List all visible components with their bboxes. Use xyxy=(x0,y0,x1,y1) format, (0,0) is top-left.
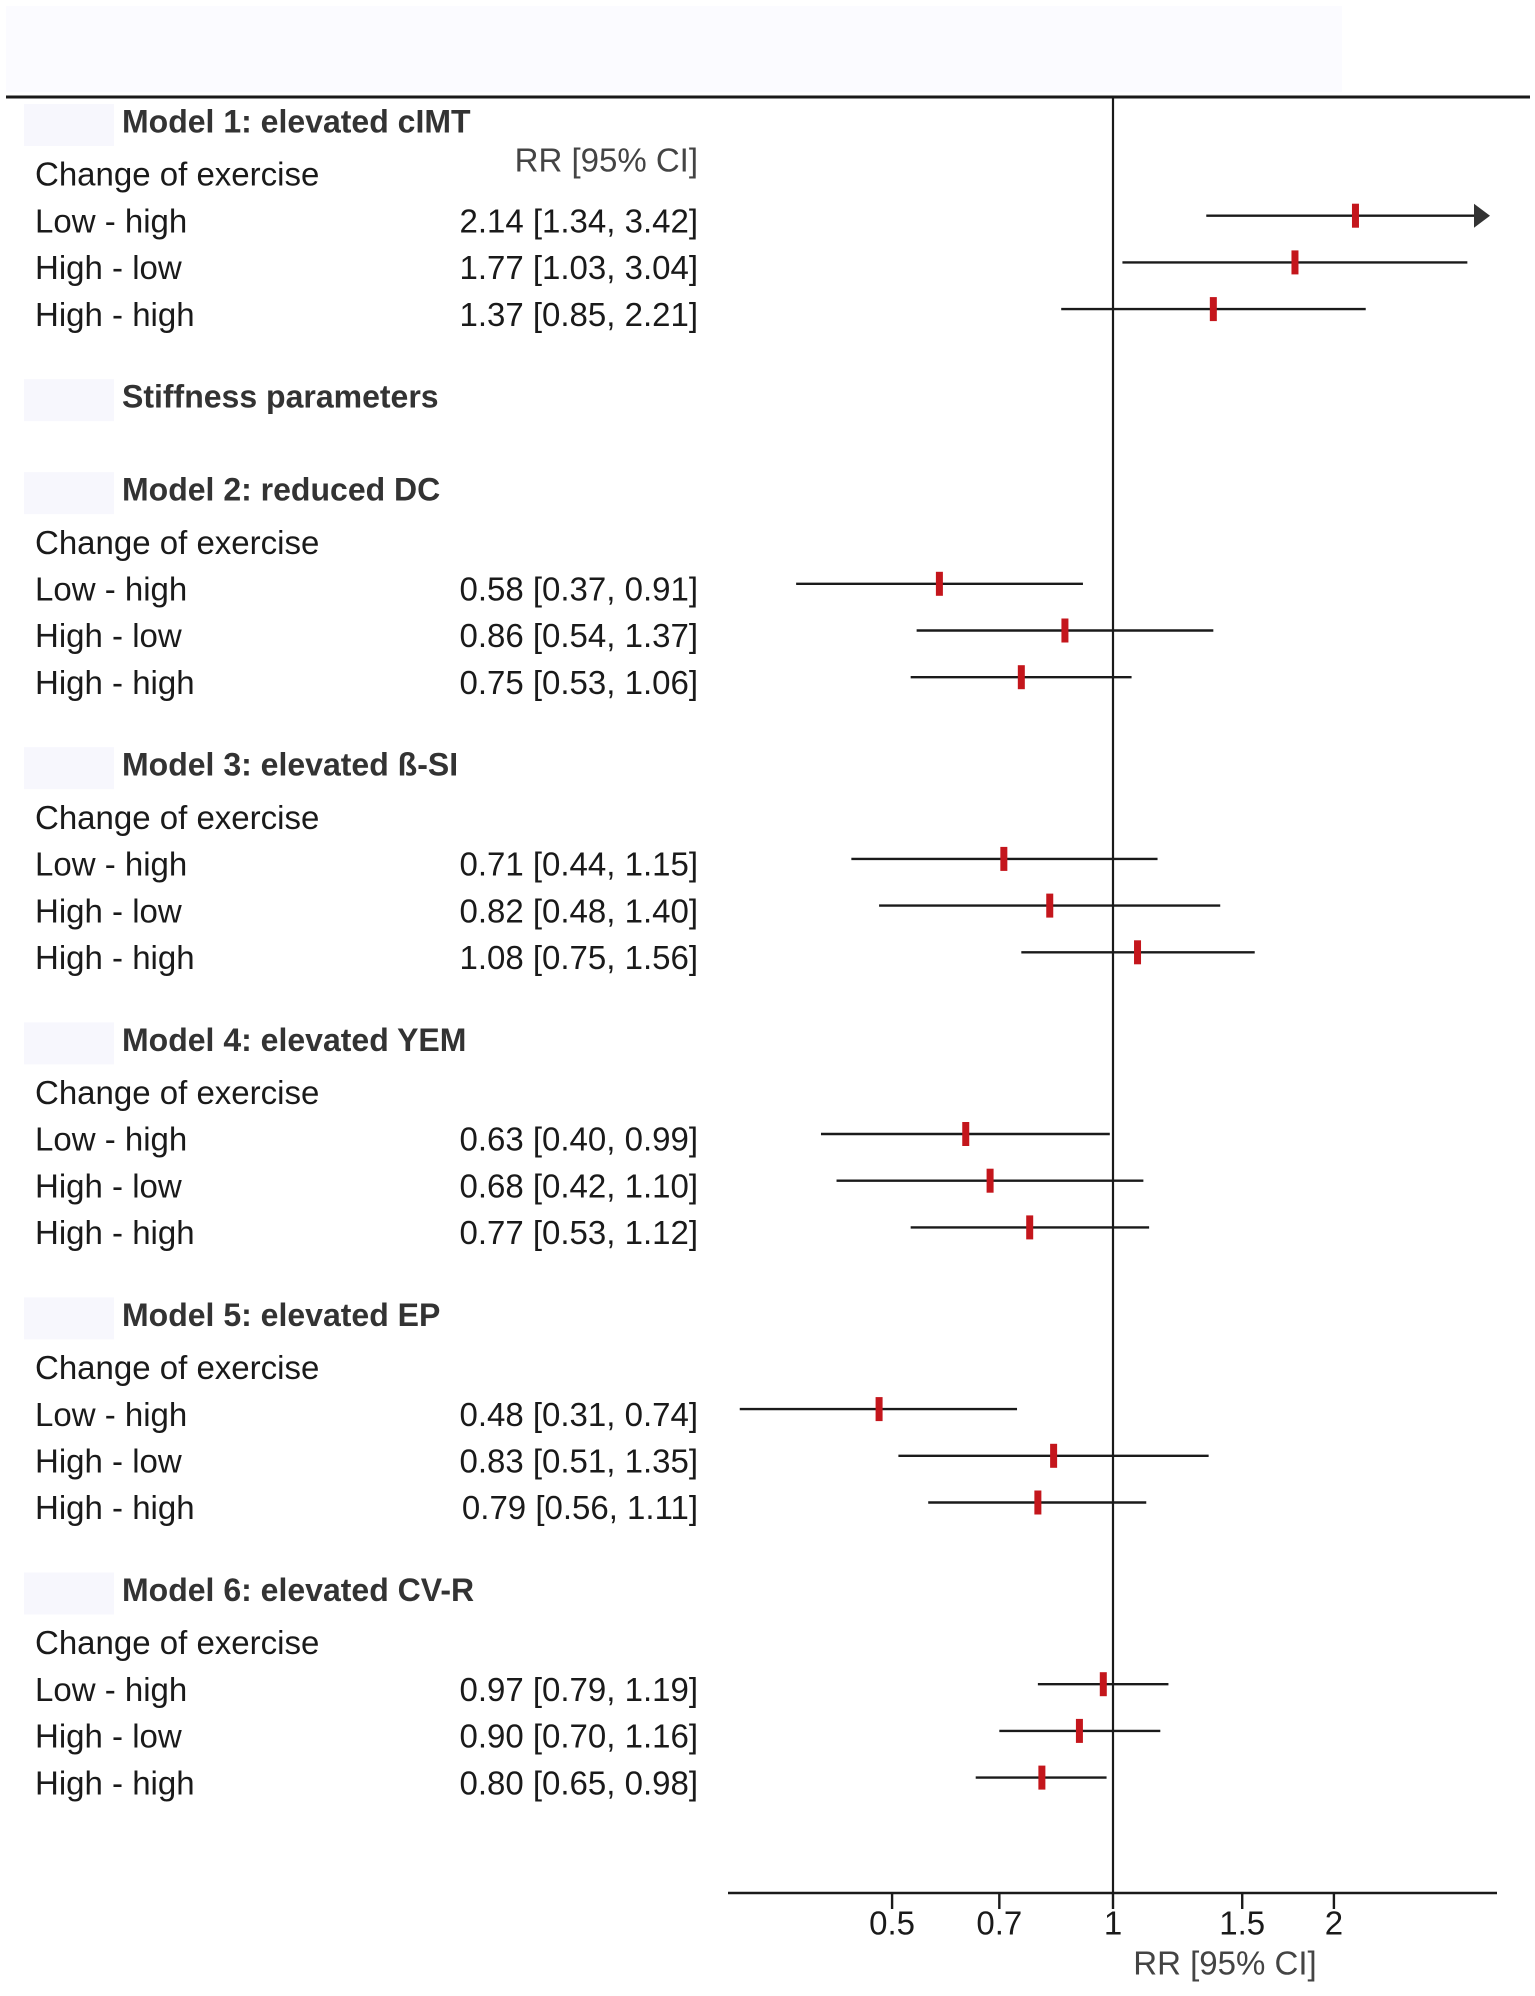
row-label: Low - high xyxy=(35,1121,187,1158)
point-estimate xyxy=(1291,250,1299,275)
section-title: Stiffness parameters xyxy=(122,379,439,415)
rr-ci-value: 0.97 [0.79, 1.19] xyxy=(459,1671,698,1708)
row-label: High - low xyxy=(35,617,182,654)
section-title: Model 4: elevated YEM xyxy=(122,1022,466,1058)
title-placeholder-box xyxy=(24,104,114,146)
rr-ci-value: 0.58 [0.37, 0.91] xyxy=(459,571,698,608)
rr-ci-value: 0.77 [0.53, 1.12] xyxy=(459,1214,698,1251)
point-estimate xyxy=(875,1397,883,1422)
rr-ci-value: 0.68 [0.42, 1.10] xyxy=(459,1167,698,1204)
point-estimate xyxy=(1026,1215,1034,1240)
subheader-label: Change of exercise xyxy=(35,1624,319,1661)
rows-layer: Model 1: elevated cIMT Change of exercise… xyxy=(24,103,1490,1801)
rr-ci-value: 0.80 [0.65, 0.98] xyxy=(459,1764,698,1801)
point-estimate xyxy=(935,571,943,596)
row-label: High - low xyxy=(35,249,182,286)
point-estimate xyxy=(1134,940,1142,965)
subheader-label: Change of exercise xyxy=(35,1349,319,1386)
rr-ci-value: 1.77 [1.03, 3.04] xyxy=(459,249,698,286)
point-estimate xyxy=(1050,1443,1058,1468)
row-label: Low - high xyxy=(35,571,187,608)
section-title: Model 6: elevated CV-R xyxy=(122,1572,474,1608)
row-label: High - low xyxy=(35,1167,182,1204)
rr-ci-value: 0.75 [0.53, 1.06] xyxy=(459,664,698,701)
rr-ci-value: 1.08 [0.75, 1.56] xyxy=(459,939,698,976)
subheader-label: Change of exercise xyxy=(35,524,319,561)
row-label: High - low xyxy=(35,1443,182,1480)
point-estimate xyxy=(1038,1765,1046,1790)
row-label: High - low xyxy=(35,1718,182,1755)
point-estimate xyxy=(1046,893,1054,918)
section-title: Model 5: elevated EP xyxy=(122,1297,440,1333)
subheader-label: Change of exercise xyxy=(35,1074,319,1111)
row-label: Low - high xyxy=(35,1396,187,1433)
row-label: High - high xyxy=(35,296,195,333)
rr-ci-value: 1.37 [0.85, 2.21] xyxy=(459,296,698,333)
title-placeholder-box xyxy=(24,1297,114,1340)
subheader-label: Change of exercise xyxy=(35,156,319,193)
x-axis: 0.5 0.7 1 1.5 2RR [95% CI] xyxy=(728,97,1497,1982)
x-axis-label: RR [95% CI] xyxy=(1133,1945,1316,1982)
rr-ci-value: 0.90 [0.70, 1.16] xyxy=(459,1718,698,1755)
rr-ci-value: 0.71 [0.44, 1.15] xyxy=(459,846,698,883)
point-estimate xyxy=(1034,1490,1042,1515)
rr-ci-value: 0.48 [0.31, 0.74] xyxy=(459,1396,698,1433)
row-label: Low - high xyxy=(35,846,187,883)
title-placeholder-box xyxy=(24,472,114,515)
subheader-label: Change of exercise xyxy=(35,799,319,836)
column-header: RR [95% CI] xyxy=(515,142,698,179)
row-label: High - high xyxy=(35,939,195,976)
point-estimate xyxy=(1099,1672,1107,1697)
row-label: Low - high xyxy=(35,202,187,239)
row-label: High - high xyxy=(35,1764,195,1801)
point-estimate xyxy=(962,1122,970,1146)
row-label: High - high xyxy=(35,1489,195,1526)
point-estimate xyxy=(1000,846,1008,871)
row-label: High - high xyxy=(35,664,195,701)
point-estimate xyxy=(1017,665,1025,690)
section-title: Model 2: reduced DC xyxy=(122,472,440,508)
ci-arrow-icon xyxy=(1474,203,1490,228)
x-tick-label: 2 xyxy=(1325,1905,1343,1942)
point-estimate xyxy=(1075,1718,1083,1743)
section-title: Model 1: elevated cIMT xyxy=(122,103,471,139)
point-estimate xyxy=(1061,618,1069,643)
x-tick-label: 1 xyxy=(1104,1905,1122,1942)
title-placeholder-box xyxy=(24,1022,114,1065)
rr-ci-value: 0.79 [0.56, 1.11] xyxy=(462,1489,698,1526)
row-label: High - low xyxy=(35,892,182,929)
top-banner-placeholder xyxy=(6,6,1342,92)
x-tick-label: 0.7 xyxy=(976,1905,1022,1942)
point-estimate xyxy=(1351,203,1359,228)
rr-ci-value: 2.14 [1.34, 3.42] xyxy=(459,202,698,239)
rr-ci-value: 0.86 [0.54, 1.37] xyxy=(459,617,698,654)
row-label: Low - high xyxy=(35,1671,187,1708)
row-label: High - high xyxy=(35,1214,195,1251)
title-placeholder-box xyxy=(24,747,114,790)
rr-ci-value: 0.83 [0.51, 1.35] xyxy=(459,1443,698,1480)
rr-ci-value: 0.63 [0.40, 0.99] xyxy=(459,1121,698,1158)
x-tick-label: 1.5 xyxy=(1219,1905,1265,1942)
x-tick-label: 0.5 xyxy=(869,1905,915,1942)
section-title: Model 3: elevated ß-SI xyxy=(122,747,458,783)
point-estimate xyxy=(986,1168,994,1193)
point-estimate xyxy=(1209,297,1217,322)
rr-ci-value: 0.82 [0.48, 1.40] xyxy=(459,892,698,929)
title-placeholder-box xyxy=(24,1572,114,1615)
title-placeholder-box xyxy=(24,379,114,422)
